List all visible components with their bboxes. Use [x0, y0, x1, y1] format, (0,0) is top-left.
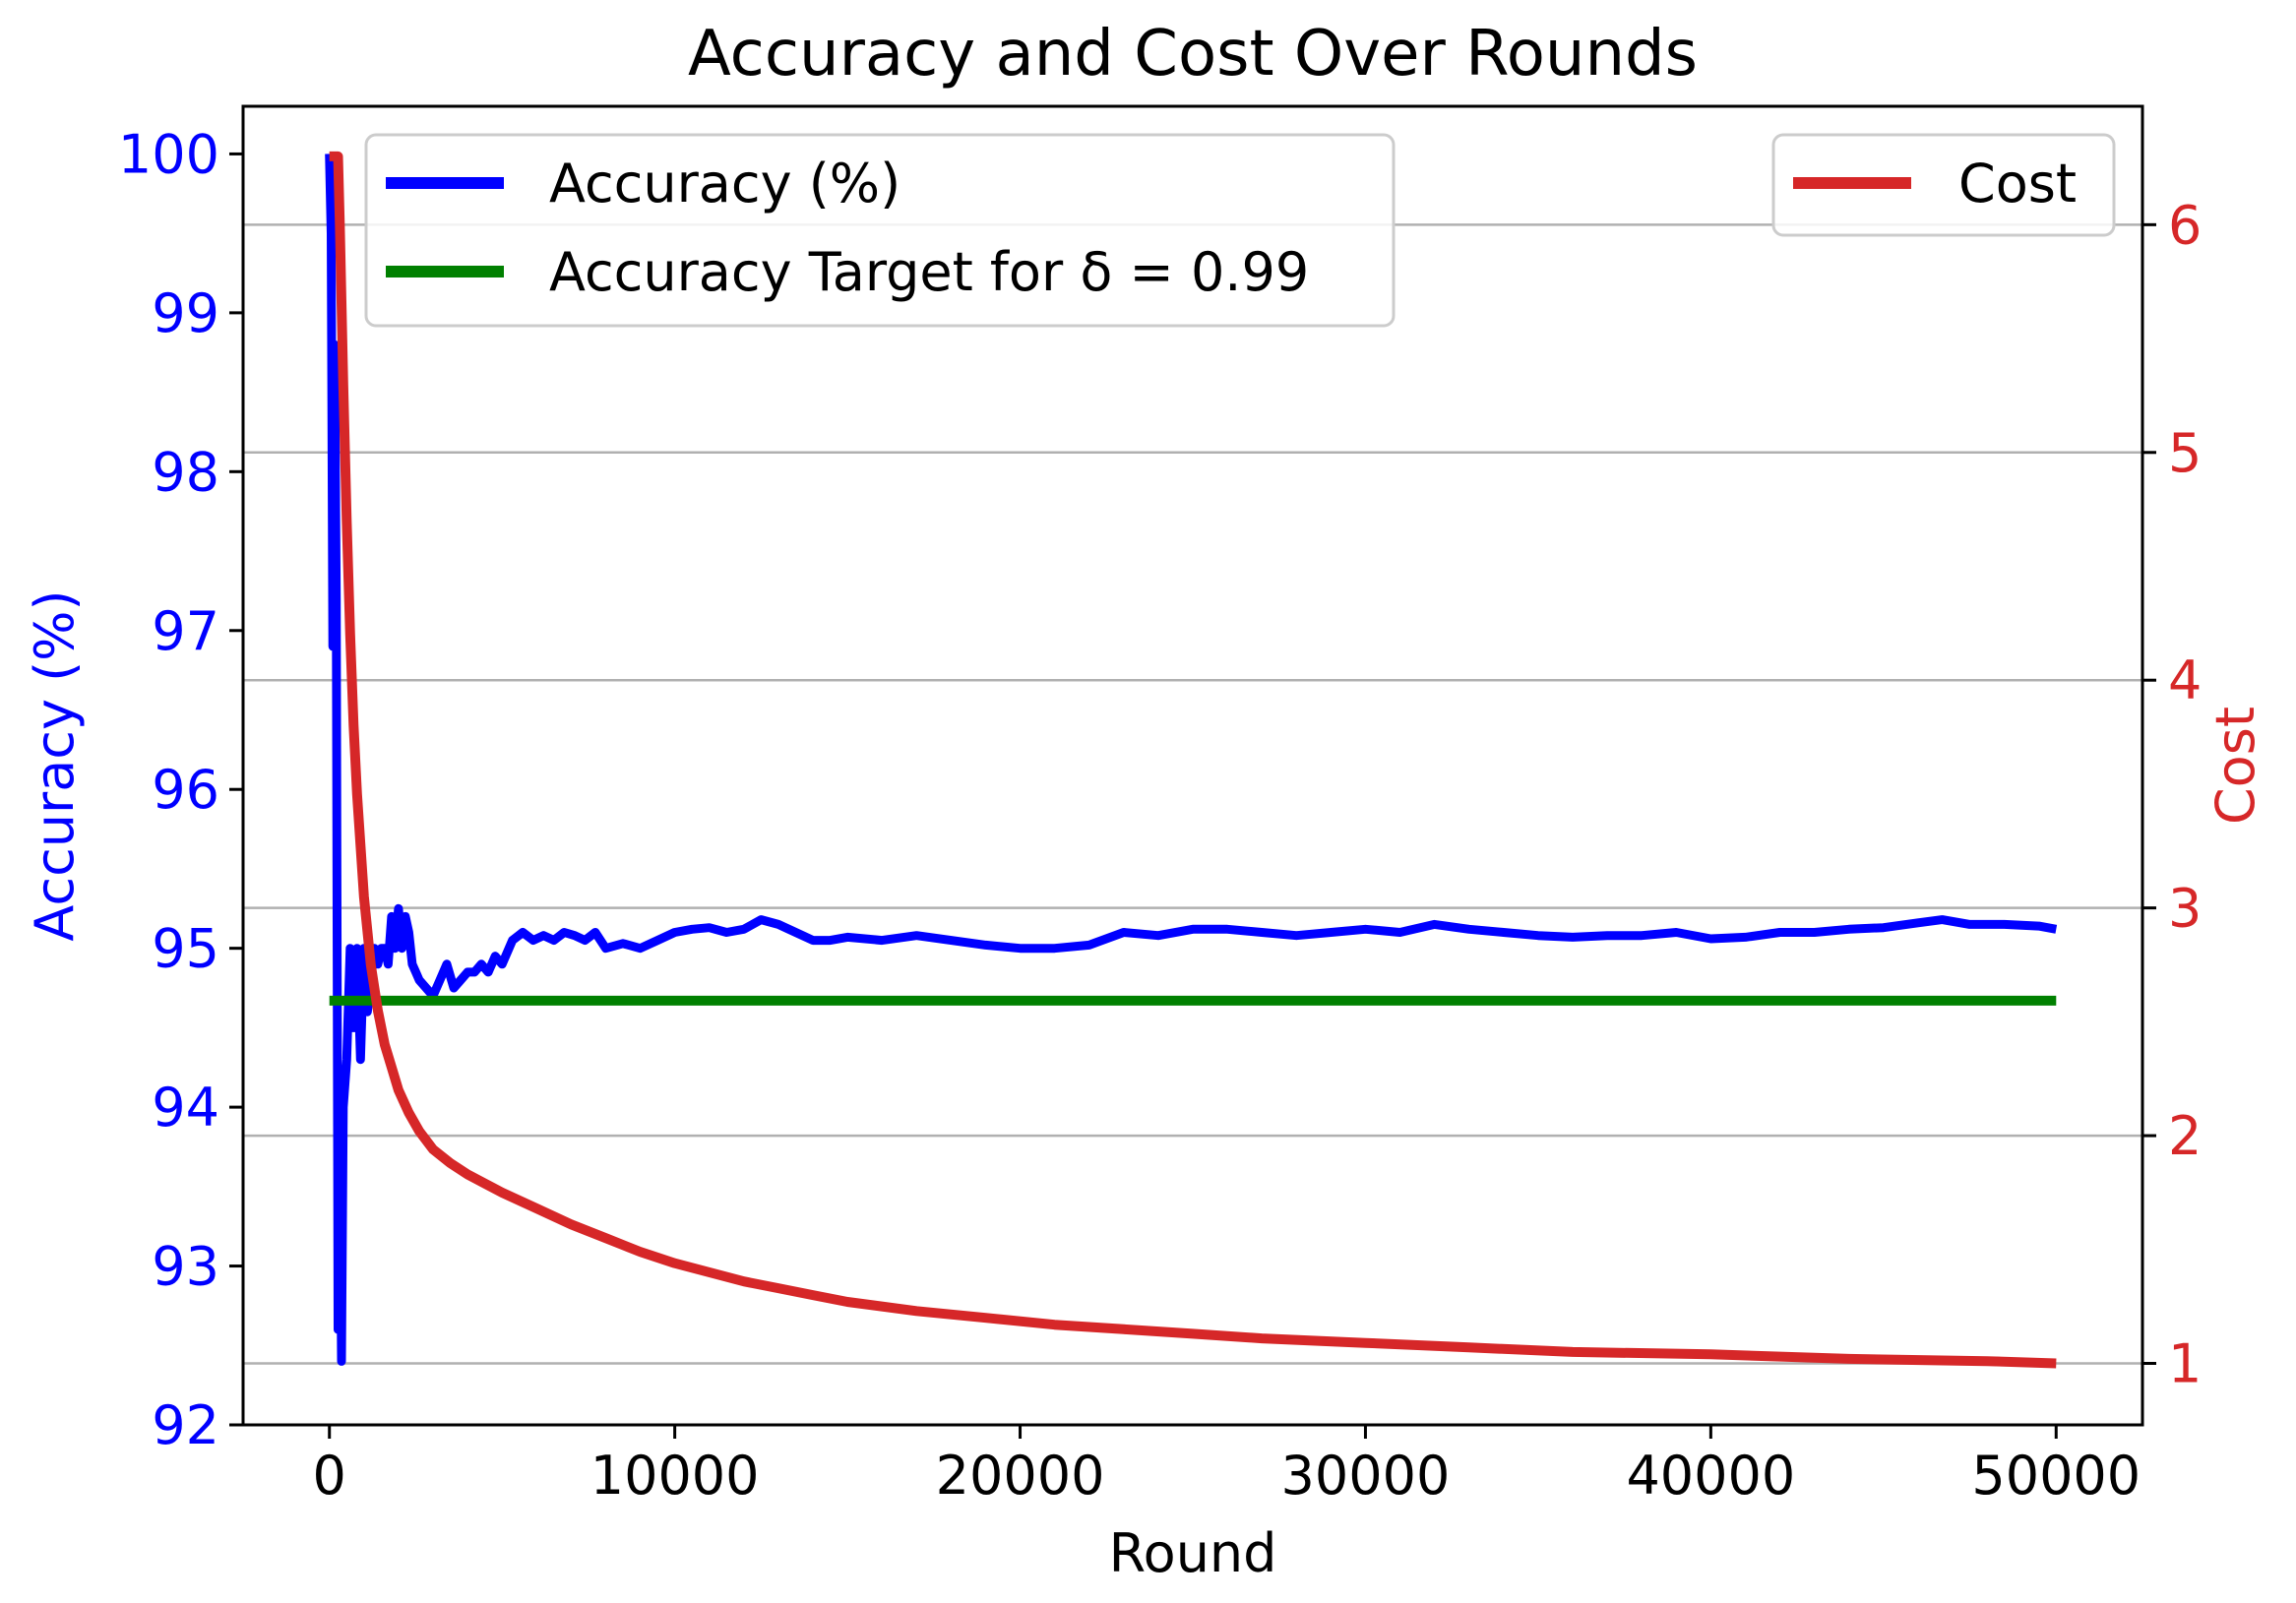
y-left-tick-label: 98 [152, 441, 219, 503]
x-tick-label: 10000 [590, 1445, 760, 1507]
legend-right: Cost [1771, 133, 2116, 237]
legend-left: Accuracy (%) Accuracy Target for δ = 0.9… [364, 133, 1396, 328]
x-tick-label: 40000 [1626, 1445, 1795, 1507]
x-tick-label: 30000 [1281, 1445, 1451, 1507]
y-left-axis: 92 93 94 95 96 97 98 99 100 [118, 123, 243, 1456]
y-left-tick-label: 93 [152, 1236, 219, 1298]
x-axis-label: Round [1109, 1522, 1277, 1584]
legend-accuracy-label: Accuracy (%) [549, 153, 900, 215]
y-right-tick-label: 3 [2168, 878, 2202, 940]
x-tick-label: 50000 [1971, 1445, 2141, 1507]
y-left-tick-label: 96 [152, 759, 219, 821]
cost-line [329, 151, 2057, 1369]
y-right-tick-label: 5 [2168, 422, 2202, 484]
y-right-tick-label: 1 [2168, 1333, 2202, 1395]
y-left-tick-label: 100 [118, 123, 219, 185]
accuracy-line [325, 154, 2058, 1366]
x-tick-label: 20000 [936, 1445, 1105, 1507]
y-right-tick-label: 4 [2168, 649, 2202, 711]
y-left-tick-label: 94 [152, 1077, 219, 1139]
y-left-tick-label: 97 [152, 600, 219, 662]
x-tick-label: 0 [313, 1445, 346, 1507]
y-left-tick-label: 99 [152, 282, 219, 344]
y-right-axis: 1 2 3 4 5 6 [2142, 194, 2202, 1395]
chart-title: Accuracy and Cost Over Rounds [688, 18, 1698, 91]
y-right-axis-label: Cost [2204, 707, 2266, 825]
legend-cost-label: Cost [1958, 153, 2077, 215]
legend-left-box [364, 133, 1396, 328]
plot-frame [241, 104, 2144, 1427]
x-axis: 0 10000 20000 30000 40000 50000 [313, 1425, 2141, 1507]
y-left-tick-label: 92 [152, 1394, 219, 1456]
plot-series [325, 151, 2058, 1369]
legend-target-label: Accuracy Target for δ = 0.99 [549, 241, 1309, 303]
y-right-tick-label: 2 [2168, 1105, 2202, 1167]
legend-right-box [1771, 133, 2116, 237]
y-left-axis-label: Accuracy (%) [24, 589, 86, 941]
y-right-tick-label: 6 [2168, 194, 2202, 256]
y-left-tick-label: 95 [152, 918, 219, 980]
